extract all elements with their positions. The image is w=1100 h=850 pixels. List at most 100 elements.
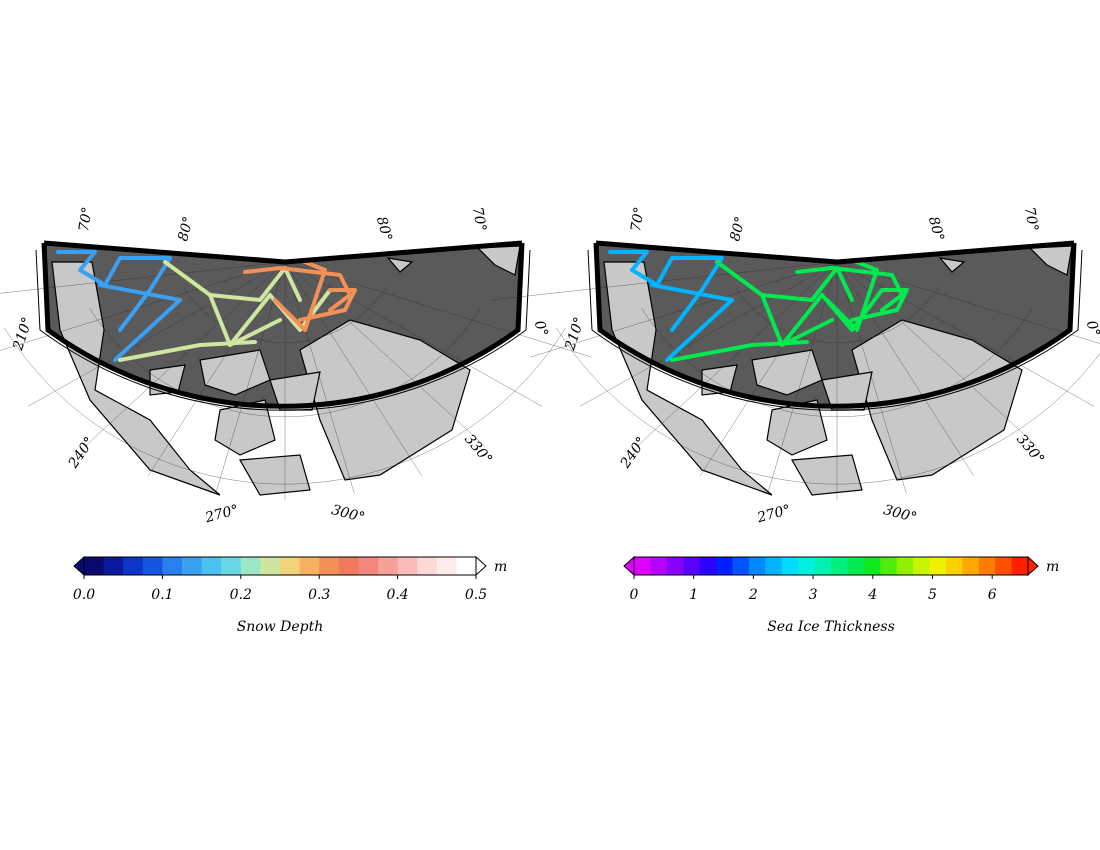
colorbar-unit: m	[1046, 559, 1059, 575]
lat-label: 80°	[727, 215, 749, 243]
flight-track	[118, 340, 257, 362]
colorbar-swatch	[683, 557, 701, 575]
colorbar-swatch	[397, 557, 418, 575]
meridian	[579, 261, 838, 407]
colorbar-swatch	[978, 557, 996, 575]
meridian	[284, 261, 592, 358]
lon-label: 0°	[531, 319, 551, 339]
map-frame-top	[43, 240, 523, 265]
colorbar-swatch	[781, 557, 799, 575]
meridian	[636, 261, 838, 447]
land-mass	[821, 371, 873, 411]
colorbar-high-arrow	[1027, 555, 1039, 577]
colorbar-swatch	[182, 557, 203, 575]
colorbar-swatch	[84, 557, 105, 575]
colorbar-swatch	[765, 557, 783, 575]
colorbar-swatch	[929, 557, 947, 575]
lon-label: 330°	[461, 431, 495, 467]
map-frame-top	[595, 240, 1075, 265]
colorbar-swatch	[417, 557, 438, 575]
colorbar-tick-label: 0	[630, 587, 639, 603]
lon-label: 240°	[617, 434, 650, 472]
map-panel-sea-ice-thickness: 210° 240° 270° 300° 330° 0° 70° 80° 80° 70°	[490, 206, 1100, 526]
parallel	[4, 327, 566, 485]
meridian	[0, 261, 286, 294]
parallel	[556, 327, 1100, 485]
colorbar-swatch	[880, 557, 898, 575]
lat-label: 70°	[469, 206, 489, 233]
meridian	[530, 261, 838, 358]
colorbar-tick-label: 0.3	[308, 587, 330, 603]
colorbar-swatch	[319, 557, 340, 575]
map-frame-outer	[35, 249, 531, 411]
meridian	[284, 261, 543, 407]
meridian	[284, 261, 355, 494]
colorbar-tick-label: 0.5	[465, 587, 487, 603]
lon-label: 300°	[330, 502, 367, 526]
flight-track	[243, 266, 352, 312]
colorbar-tick-label: 0.4	[386, 587, 408, 603]
colorbar-tick-label: 0.2	[230, 587, 252, 603]
colorbar-swatch	[201, 557, 222, 575]
colorbar-swatch	[634, 557, 651, 575]
land-mass	[199, 349, 271, 396]
flight-track	[298, 288, 357, 322]
colorbar-swatch	[260, 557, 281, 575]
lon-label: 210°	[562, 315, 588, 353]
colorbar-swatch	[666, 557, 684, 575]
colorbar-swatch	[142, 557, 163, 575]
lat-label: 70°	[1021, 206, 1041, 233]
meridian	[836, 261, 1095, 407]
flight-track	[98, 283, 182, 362]
flight-track	[650, 283, 734, 362]
colorbar-swatch	[716, 557, 733, 575]
colorbar-swatch	[162, 557, 183, 575]
colorbar-swatch	[456, 557, 477, 575]
flight-track	[608, 250, 724, 332]
colorbar-swatch	[847, 557, 865, 575]
land-mass	[239, 454, 311, 496]
parallel	[734, 285, 940, 343]
colorbar-swatch	[913, 557, 930, 575]
flight-track	[273, 258, 327, 332]
colorbar-low-arrow	[73, 555, 85, 577]
colorbar-swatch	[1011, 557, 1029, 575]
lon-label: 330°	[1013, 431, 1047, 467]
colorbar-swatch	[240, 557, 261, 575]
land-mass	[214, 399, 276, 456]
colorbar-unit: m	[494, 559, 507, 575]
lon-label: 240°	[65, 434, 98, 472]
land-mass	[851, 319, 1023, 481]
colorbar-swatch	[814, 557, 832, 575]
meridian	[836, 261, 1100, 344]
land-mass	[269, 371, 321, 411]
land-mass	[766, 399, 828, 456]
flight-track	[795, 266, 904, 312]
land-mass	[299, 319, 471, 481]
colorbar-swatch	[103, 557, 124, 575]
colorbar-swatch	[896, 557, 914, 575]
colorbar-tick-label: 3	[809, 587, 818, 603]
colorbar-swatch	[732, 557, 750, 575]
colorbar-swatch	[123, 557, 144, 575]
colorbar-swatch	[798, 557, 816, 575]
colorbar-swatch	[699, 557, 717, 575]
lon-label: 210°	[10, 315, 36, 353]
lat-label: 70°	[76, 206, 96, 233]
parallel	[641, 307, 1033, 418]
colorbar-sea-ice-thickness: 0 1 2 3 4 5 6 m Sea Ice Thickness	[623, 555, 1059, 635]
land-mass	[938, 257, 966, 273]
colorbar-swatch	[748, 557, 766, 575]
colorbar-swatch	[995, 557, 1013, 575]
land-mass	[791, 454, 863, 496]
flight-track	[825, 258, 879, 332]
colorbar-swatch	[945, 557, 963, 575]
colorbar-tick-label: 6	[988, 587, 997, 603]
land-mass	[603, 261, 773, 496]
meridian	[27, 261, 286, 407]
colorbar-swatch	[378, 557, 399, 575]
colorbar-high-arrow	[475, 555, 487, 577]
meridian	[284, 261, 423, 477]
flight-track	[163, 260, 302, 302]
